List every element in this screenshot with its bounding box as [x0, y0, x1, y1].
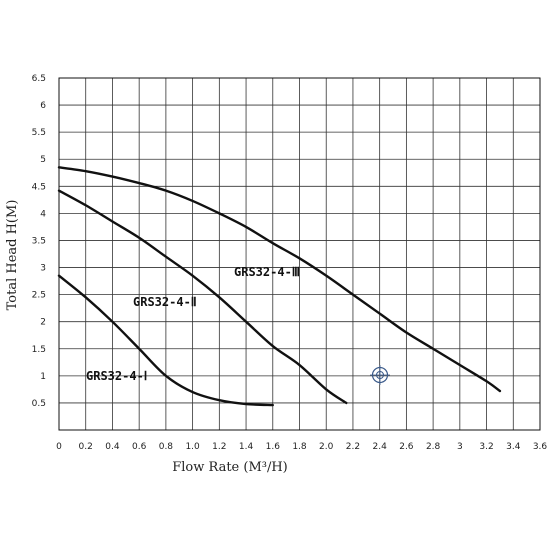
x-tick-label: 0.2 — [79, 442, 93, 452]
x-tick-label: 1.0 — [185, 442, 200, 452]
curve-label-grs32-4-3: GRS32-4-Ⅲ — [234, 265, 300, 279]
x-tick-label: 0.6 — [132, 442, 147, 452]
x-tick-label: 3 — [457, 442, 463, 452]
x-tick-label: 2.0 — [319, 442, 334, 452]
x-tick-label: 0.8 — [159, 442, 174, 452]
grid — [58, 77, 541, 430]
y-tick-label: 6 — [40, 101, 46, 111]
y-tick-label: 3.5 — [32, 236, 46, 246]
x-tick-label: 2.6 — [399, 442, 414, 452]
x-axis-title: Flow Rate (M³/H) — [172, 460, 288, 475]
x-tick-label: 1.4 — [239, 442, 254, 452]
y-tick-labels: 0.5 1 1.5 2 2.5 3 3.5 4 4.5 5 5.5 6 6.5 — [32, 74, 47, 409]
x-tick-label: 3.6 — [533, 442, 548, 452]
y-tick-label: 2 — [40, 318, 46, 328]
y-tick-label: 6.5 — [32, 74, 46, 84]
x-tick-label: 3.4 — [506, 442, 521, 452]
x-tick-label: 2.2 — [346, 442, 360, 452]
y-tick-label: 3 — [40, 264, 46, 274]
x-tick-label: 1.8 — [292, 442, 307, 452]
x-tick-label: 0.4 — [105, 442, 120, 452]
y-axis-title: Total Head H(M) — [5, 200, 20, 311]
y-tick-label: 5 — [40, 155, 46, 165]
plot-frame — [58, 77, 541, 431]
x-tick-label: 2.8 — [426, 442, 441, 452]
y-tick-label: 0.5 — [32, 399, 46, 409]
x-tick-label: 1.2 — [212, 442, 226, 452]
y-tick-label: 5.5 — [32, 128, 46, 138]
series-line-2 — [57, 189, 348, 405]
y-tick-label: 4.5 — [32, 182, 46, 192]
x-tick-label: 2.4 — [373, 442, 388, 452]
x-tick-label: 3.2 — [479, 442, 493, 452]
x-tick-labels: 0 0.2 0.4 0.6 0.8 1.0 1.2 1.4 1.6 1.8 2.0 2.2 2.4 2.6… — [56, 442, 547, 452]
y-tick-label: 4 — [40, 209, 46, 219]
series-line-1 — [57, 274, 274, 407]
target-icon — [370, 365, 390, 385]
y-tick-label: 2.5 — [32, 291, 46, 301]
x-tick-label: 1.6 — [266, 442, 281, 452]
curve-label-grs32-4-2: GRS32-4-Ⅱ — [133, 295, 197, 309]
y-tick-label: 1 — [40, 372, 46, 382]
curves — [57, 166, 502, 407]
curve-label-grs32-4-1: GRS32-4-Ⅰ — [86, 369, 147, 383]
x-tick-label: 0 — [56, 442, 62, 452]
y-tick-label: 1.5 — [32, 345, 46, 355]
series-line-3 — [57, 166, 502, 393]
